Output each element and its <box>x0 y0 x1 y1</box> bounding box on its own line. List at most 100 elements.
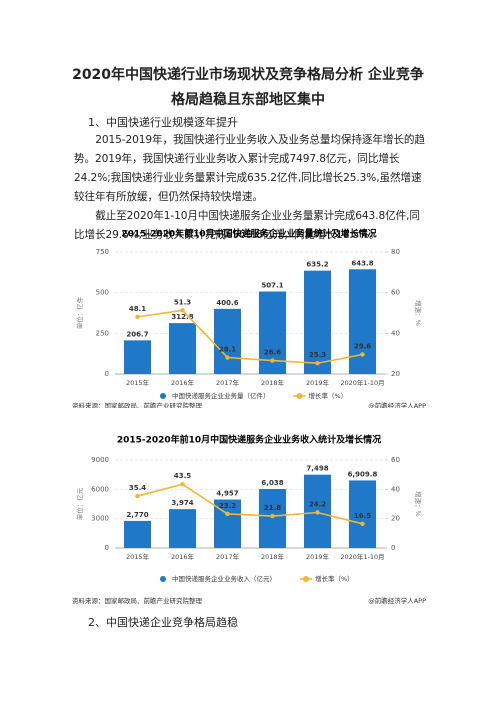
bar <box>349 269 376 374</box>
heading: 2、中国快递企业竞争格局趋稳 <box>88 616 238 629</box>
line <box>137 483 363 525</box>
data-label: 3,974 <box>171 499 193 507</box>
line <box>137 309 363 365</box>
line-marker <box>225 355 230 360</box>
source: 资料来源：国家邮政局、前瞻产业研究院整理 <box>72 401 203 408</box>
line-marker <box>225 511 230 517</box>
bar <box>124 340 151 374</box>
x-tick-label: 2018年 <box>261 552 285 561</box>
y-tick-label: 750 <box>96 248 109 256</box>
bar <box>169 323 196 374</box>
data-label: 29.6 <box>354 342 371 350</box>
line-marker <box>360 521 365 526</box>
line-marker <box>360 352 365 357</box>
data-label: 635.2 <box>306 261 328 269</box>
legend-label: 增长率（%） <box>309 391 348 400</box>
data-label: 48.1 <box>129 305 146 313</box>
y2-tick-label: 20 <box>391 515 400 523</box>
y2-tick-label: 60 <box>391 456 400 464</box>
data-label: 28.1 <box>219 346 236 354</box>
doc-title: 2020年中国快递行业市场现状及竞争格局分析 企业竞争格局趋稳且东部地区集中 <box>72 67 424 108</box>
x-tick-label: 2015年 <box>126 552 150 561</box>
legend-swatch <box>160 393 166 399</box>
data-label: 25.3 <box>309 351 326 359</box>
x-tick-label: 2020年1-10月 <box>340 378 384 387</box>
x-tick-label: 2018年 <box>261 378 285 387</box>
y2-tick-label: 80 <box>391 248 400 256</box>
y2-tick-label: 0 <box>391 544 395 552</box>
data-label: 51.3 <box>174 298 191 306</box>
data-label: 2,770 <box>126 511 148 519</box>
x-tick-label: 2016年 <box>171 378 195 387</box>
source: 资料来源：国家邮政局、前瞻产业研究院整理 <box>72 596 203 605</box>
bar <box>214 308 241 374</box>
paragraph: 2015-2019年，我国快递行业业务收入及业务总量均保持逐年增长的趋势。201… <box>74 134 425 203</box>
x-tick-label: 2015年 <box>126 378 150 387</box>
legend-label: 中国快递服务企业业务收入（亿元） <box>172 574 276 583</box>
y-axis-label: 单位：亿元 <box>75 487 84 520</box>
line-marker <box>135 314 140 320</box>
y-tick-label: 0 <box>105 370 109 378</box>
y2-tick-label: 60 <box>391 289 400 297</box>
heading: 1、中国快递行业规模逐年提升 <box>88 116 238 129</box>
y2-tick-label: 40 <box>391 329 400 337</box>
data-label: 6,038 <box>261 479 283 487</box>
y-tick-label: 500 <box>96 289 109 297</box>
data-label: 312.8 <box>171 313 193 321</box>
data-label: 43.5 <box>174 472 191 480</box>
line-marker <box>270 358 275 363</box>
line-marker <box>135 493 140 499</box>
x-tick-label: 2017年 <box>216 552 240 561</box>
y2-tick-label: 20 <box>391 370 400 378</box>
chart-title: 2015-2020年前10月中国快递服务企业业务量统计及增长情况 <box>121 228 376 240</box>
data-label: 24.2 <box>309 501 326 509</box>
x-tick-label: 2020年1-10月 <box>340 552 384 561</box>
bar <box>169 509 196 548</box>
y-tick-label: 9000 <box>91 456 109 464</box>
line-marker <box>180 308 185 313</box>
y2-axis-label: 增速：% <box>414 300 423 326</box>
data-label: 23.2 <box>219 502 236 510</box>
line-marker <box>315 510 320 515</box>
legend-label: 增长率（%） <box>315 574 354 583</box>
data-label: 6,909.8 <box>348 470 378 478</box>
x-tick-label: 2019年 <box>306 378 330 387</box>
data-label: 7,498 <box>306 465 328 473</box>
chart-title: 2015-2020年前10月中国快递服务企业业务收入统计及增长情况 <box>117 434 381 446</box>
x-tick-label: 2016年 <box>171 552 195 561</box>
line-marker <box>270 513 275 519</box>
y-tick-label: 3000 <box>91 515 109 523</box>
bar <box>349 480 376 548</box>
data-label: 400.6 <box>216 299 238 307</box>
data-label: 4,957 <box>216 490 238 498</box>
y-tick-label: 6000 <box>91 485 109 493</box>
data-label: 643.8 <box>351 259 373 267</box>
x-tick-label: 2017年 <box>216 378 240 387</box>
y-axis-label: 单位：亿件 <box>75 296 84 329</box>
data-label: 16.5 <box>354 512 371 520</box>
bar <box>304 270 331 374</box>
legend-swatch <box>303 576 309 582</box>
bar <box>124 520 151 548</box>
y-tick-label: 250 <box>96 329 109 337</box>
data-label: 507.1 <box>261 282 283 290</box>
legend-swatch <box>296 393 303 399</box>
data-label: 206.7 <box>126 330 148 338</box>
legend-label: 中国快递服务企业业务量（亿件） <box>172 391 270 400</box>
x-tick-label: 2019年 <box>306 552 330 561</box>
credit: @前瞻经济学人APP <box>368 401 426 408</box>
data-label: 21.8 <box>264 504 281 512</box>
line-marker <box>180 482 185 487</box>
credit: @前瞻经济学人APP <box>368 596 426 605</box>
data-label: 35.4 <box>129 484 146 492</box>
y-tick-label: 0 <box>105 544 109 552</box>
paragraph: 截止至2020年1-10月中国快递服务企业业务量累计完成643.8亿件,同比增长… <box>74 210 420 241</box>
data-label: 26.6 <box>264 349 281 357</box>
y2-axis-label: 增速：% <box>414 491 423 517</box>
line-marker <box>315 361 320 366</box>
y2-tick-label: 40 <box>391 485 400 493</box>
legend-swatch <box>160 576 166 582</box>
